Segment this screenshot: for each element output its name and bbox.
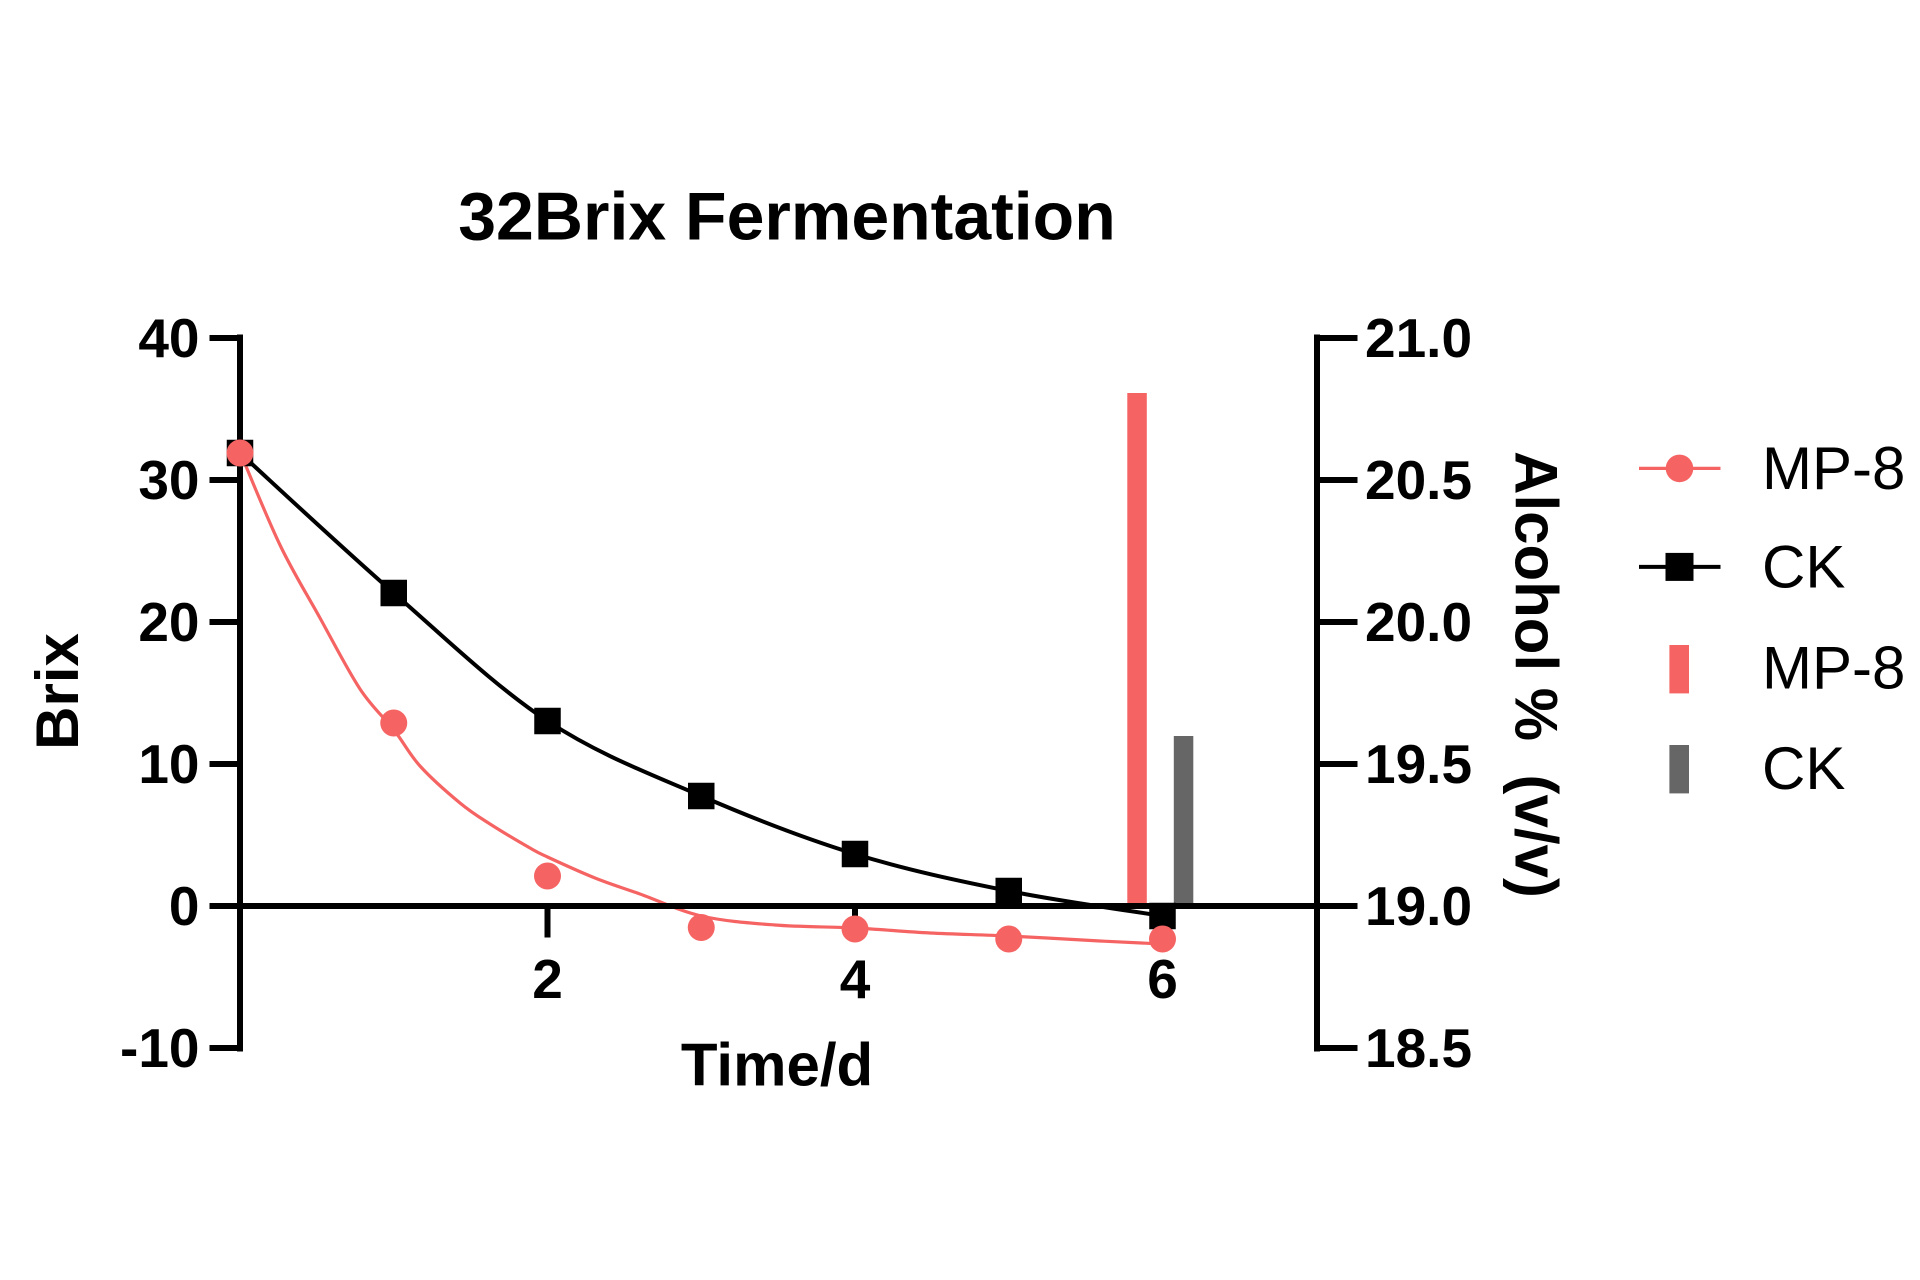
svg-text:30: 30 (138, 449, 199, 511)
svg-text:MP-8: MP-8 (1762, 635, 1905, 702)
svg-text:20: 20 (138, 591, 199, 653)
svg-text:Brix: Brix (24, 633, 91, 750)
svg-text:21.0: 21.0 (1365, 307, 1472, 369)
svg-text:Alcohol % (v/v): Alcohol % (v/v) (1503, 451, 1570, 898)
svg-text:2: 2 (532, 948, 563, 1010)
svg-text:32Brix Fermentation: 32Brix Fermentation (458, 179, 1116, 255)
svg-text:CK: CK (1762, 735, 1845, 802)
svg-text:4: 4 (840, 948, 871, 1010)
svg-text:19.5: 19.5 (1365, 733, 1472, 795)
svg-text:-10: -10 (120, 1017, 200, 1079)
svg-text:20.5: 20.5 (1365, 449, 1472, 511)
svg-text:10: 10 (138, 733, 199, 795)
svg-text:18.5: 18.5 (1365, 1017, 1472, 1079)
svg-text:MP-8: MP-8 (1762, 435, 1905, 502)
svg-text:20.0: 20.0 (1365, 591, 1472, 653)
svg-text:0: 0 (169, 875, 200, 937)
svg-text:19.0: 19.0 (1365, 875, 1472, 937)
svg-text:CK: CK (1762, 534, 1845, 601)
svg-text:Time/d: Time/d (681, 1032, 873, 1099)
svg-text:40: 40 (138, 307, 199, 369)
svg-text:6: 6 (1147, 948, 1178, 1010)
